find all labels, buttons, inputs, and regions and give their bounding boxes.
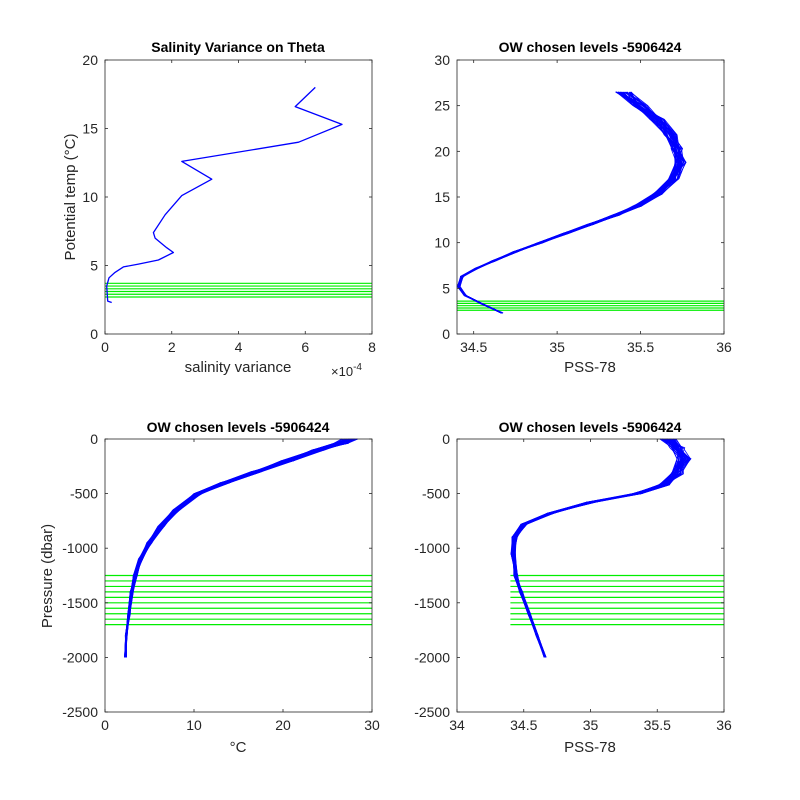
panel-theta-sal: OW chosen levels -5906424 34.5 35 35.5 36 0 5… <box>434 39 732 376</box>
y-tick-label: -1000 <box>414 540 450 556</box>
panel-pres-sal-title: OW chosen levels -5906424 <box>499 419 682 435</box>
y-tick-label: 15 <box>82 121 98 137</box>
panel-theta-sal-xlabel: PSS-78 <box>564 359 616 376</box>
panel-theta-sal-plot: 34.5 35 35.5 36 0 5 10 15 20 25 30 <box>434 52 732 355</box>
panel-sal-var-plot: 0 2 4 6 8 0 5 10 15 20 <box>82 52 376 355</box>
x-tick-label: 6 <box>301 339 309 355</box>
panel-pres-temp-ylabel: Pressure (dbar) <box>39 524 56 628</box>
y-tick-label: -2000 <box>62 649 98 665</box>
x-tick-label: 35.5 <box>644 717 671 733</box>
panel-pres-temp-plot: 0 10 20 30 -2500 -2000 -1500 -1000 -500 0 <box>62 431 380 733</box>
panel-theta-sal-title: OW chosen levels -5906424 <box>499 39 682 55</box>
axes-box <box>104 438 373 713</box>
exponent-power: -4 <box>353 362 362 373</box>
panel-pres-sal-xlabel: PSS-78 <box>564 739 616 756</box>
x-tick-label: 8 <box>368 339 376 355</box>
y-tick-label: 0 <box>442 326 450 342</box>
profile-line <box>457 91 680 314</box>
y-tick-label: -2500 <box>62 704 98 720</box>
exponent-base: ×10 <box>331 364 353 379</box>
y-tick-label: -2000 <box>414 649 450 665</box>
y-tick-label: 5 <box>90 258 98 274</box>
variance-profile-line <box>106 86 343 304</box>
panel-pres-sal: OW chosen levels -5906424 34 34.5 35 35.5 36… <box>414 419 732 756</box>
y-tick-label: -1000 <box>62 540 98 556</box>
y-tick-label: -2500 <box>414 704 450 720</box>
x-tick-label: 4 <box>235 339 243 355</box>
x-tick-label: 30 <box>364 717 380 733</box>
y-tick-label: 0 <box>90 326 98 342</box>
y-tick-label: -1500 <box>62 595 98 611</box>
x-tick-label: 35.5 <box>627 339 654 355</box>
y-tick-label: 10 <box>82 189 98 205</box>
panel-pres-temp-xlabel: °C <box>230 739 247 756</box>
y-tick-label: 20 <box>82 52 98 68</box>
y-tick-label: 20 <box>434 143 450 159</box>
x-tick-label: 34 <box>449 717 465 733</box>
panel-sal-var-xlabel: salinity variance <box>185 359 292 376</box>
y-tick-label: -1500 <box>414 595 450 611</box>
y-tick-label: 30 <box>434 52 450 68</box>
y-tick-label: -500 <box>70 486 98 502</box>
y-tick-label: 0 <box>442 431 450 447</box>
panel-pres-temp: OW chosen levels -5906424 0 10 20 30 -2500 -2… <box>39 419 380 756</box>
x-tick-label: 34.5 <box>460 339 487 355</box>
x-tick-label: 35 <box>549 339 565 355</box>
x-tick-label: 0 <box>101 717 109 733</box>
y-tick-label: 10 <box>434 235 450 251</box>
profile-line <box>125 438 352 658</box>
x-tick-label: 34.5 <box>510 717 537 733</box>
panel-pres-sal-plot: 34 34.5 35 35.5 36 -2500 -2000 -1500 -1000 -500 0 <box>414 431 732 733</box>
y-tick-label: 5 <box>442 280 450 296</box>
panel-sal-var: Salinity Variance on Theta 0 2 4 6 8 0 5 10 15 20… <box>62 39 376 379</box>
profile-line <box>510 438 683 658</box>
panel-sal-var-ylabel: Potential temp (°C) <box>62 134 79 261</box>
y-tick-label: 15 <box>434 189 450 205</box>
y-tick-label: -500 <box>422 486 450 502</box>
y-tick-label: 25 <box>434 98 450 114</box>
x-tick-label: 10 <box>186 717 202 733</box>
panel-pres-temp-title: OW chosen levels -5906424 <box>147 419 330 435</box>
y-tick-label: 0 <box>90 431 98 447</box>
x-tick-label: 20 <box>275 717 291 733</box>
x-tick-label: 2 <box>168 339 176 355</box>
profile-line <box>125 438 344 658</box>
profile-line <box>459 91 685 314</box>
x-tick-label: 35 <box>583 717 599 733</box>
panel-sal-var-exponent: ×10-4 <box>331 362 362 379</box>
x-tick-label: 0 <box>101 339 109 355</box>
panel-sal-var-title: Salinity Variance on Theta <box>151 39 325 55</box>
x-tick-label: 36 <box>716 339 732 355</box>
x-tick-label: 36 <box>716 717 732 733</box>
